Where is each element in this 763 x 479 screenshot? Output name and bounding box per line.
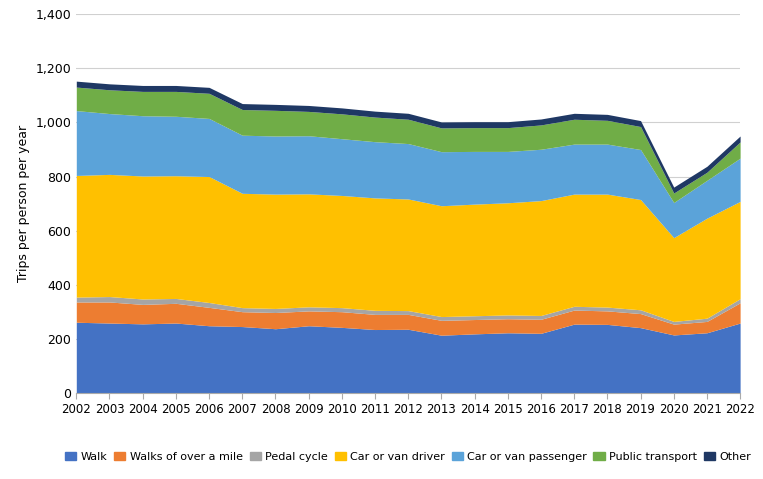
Legend: Walk, Walks of over a mile, Pedal cycle, Car or van driver, Car or van passenger: Walk, Walks of over a mile, Pedal cycle,… — [61, 447, 755, 467]
Y-axis label: Trips per person per year: Trips per person per year — [17, 125, 30, 282]
